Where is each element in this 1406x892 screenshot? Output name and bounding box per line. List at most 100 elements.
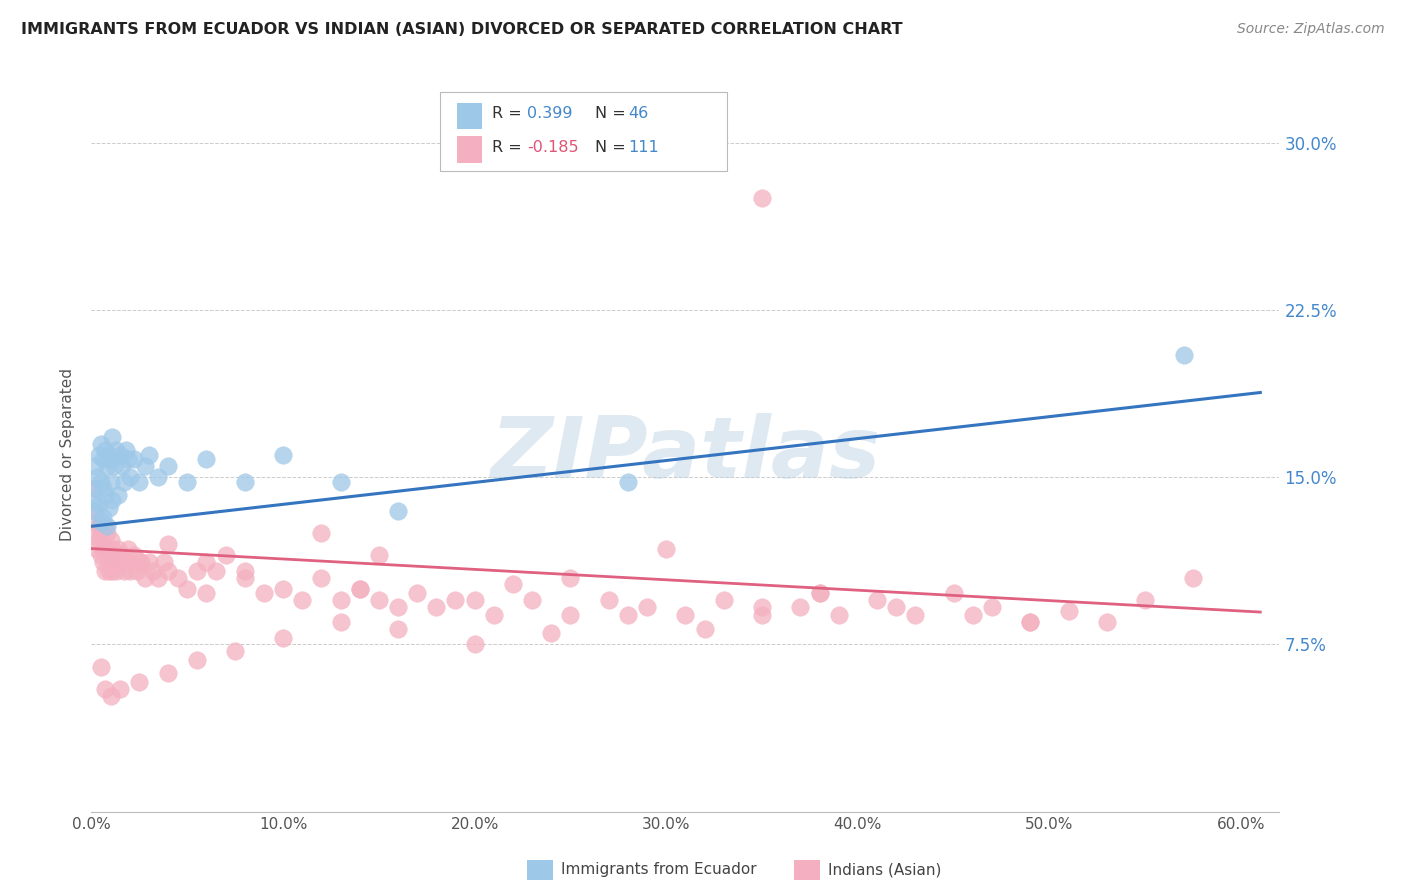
Point: [233, 571, 256, 585]
Point: [675, 608, 697, 623]
Point: [128, 675, 150, 690]
Point: [84, 526, 107, 541]
Point: [1019, 615, 1042, 630]
Point: [103, 459, 125, 474]
Point: [148, 571, 170, 585]
Y-axis label: Divorced or Separated: Divorced or Separated: [60, 368, 76, 541]
Point: [367, 548, 389, 563]
Point: [195, 586, 218, 600]
Point: [100, 475, 122, 489]
Point: [117, 541, 139, 556]
Point: [406, 586, 429, 600]
Point: [153, 555, 176, 569]
Point: [482, 608, 505, 623]
Point: [103, 548, 125, 563]
Point: [128, 475, 150, 489]
Point: [129, 555, 152, 569]
Point: [86, 515, 108, 529]
Point: [291, 592, 314, 607]
Point: [166, 571, 188, 585]
Point: [884, 599, 907, 614]
Point: [713, 592, 735, 607]
Point: [617, 608, 640, 623]
Point: [195, 555, 218, 569]
Text: IMMIGRANTS FROM ECUADOR VS INDIAN (ASIAN) DIVORCED OR SEPARATED CORRELATION CHAR: IMMIGRANTS FROM ECUADOR VS INDIAN (ASIAN…: [21, 22, 903, 37]
Point: [502, 577, 524, 591]
Point: [560, 608, 582, 623]
Point: [142, 564, 165, 578]
Point: [90, 548, 112, 563]
Point: [94, 681, 117, 696]
Point: [224, 644, 246, 658]
Point: [464, 592, 486, 607]
Point: [636, 599, 658, 614]
Point: [1095, 615, 1118, 630]
Text: Immigrants from Ecuador: Immigrants from Ecuador: [561, 863, 756, 877]
Point: [105, 443, 128, 458]
Point: [271, 582, 294, 596]
Point: [186, 653, 208, 667]
Point: [108, 681, 131, 696]
Point: [112, 475, 135, 489]
Point: [82, 492, 104, 507]
Point: [91, 555, 114, 569]
Text: ZIPatlas: ZIPatlas: [491, 413, 880, 497]
Point: [981, 599, 1004, 614]
Point: [134, 571, 156, 585]
Point: [233, 564, 256, 578]
Point: [91, 541, 114, 556]
Point: [87, 448, 110, 462]
Point: [101, 430, 124, 444]
Point: [87, 519, 110, 533]
Point: [128, 555, 150, 569]
Point: [425, 599, 447, 614]
Point: [1182, 571, 1205, 585]
Point: [90, 660, 112, 674]
Point: [90, 515, 112, 529]
Point: [148, 470, 170, 484]
Point: [84, 459, 107, 474]
Text: Source: ZipAtlas.com: Source: ZipAtlas.com: [1237, 22, 1385, 37]
Point: [1173, 348, 1195, 362]
Point: [101, 541, 124, 556]
Point: [96, 519, 118, 533]
Point: [560, 571, 582, 585]
Point: [94, 519, 117, 533]
Point: [176, 582, 198, 596]
Point: [100, 548, 122, 563]
Point: [157, 666, 180, 681]
Point: [118, 564, 141, 578]
Point: [942, 586, 965, 600]
Point: [808, 586, 831, 600]
Point: [96, 526, 118, 541]
Point: [122, 548, 145, 563]
Point: [87, 497, 110, 511]
Point: [520, 592, 543, 607]
Point: [311, 526, 333, 541]
Point: [866, 592, 889, 607]
Point: [94, 541, 117, 556]
Point: [86, 541, 108, 556]
Point: [111, 459, 134, 474]
Point: [117, 452, 139, 467]
Point: [108, 448, 131, 462]
Point: [598, 592, 620, 607]
Point: [1019, 615, 1042, 630]
Point: [387, 599, 409, 614]
Point: [82, 482, 104, 496]
Text: R =: R =: [492, 140, 527, 154]
Point: [96, 459, 118, 474]
Point: [107, 541, 129, 556]
Point: [540, 626, 562, 640]
Point: [94, 488, 117, 502]
Point: [789, 599, 811, 614]
Point: [96, 548, 118, 563]
Point: [100, 533, 122, 547]
Point: [367, 592, 389, 607]
Text: 111: 111: [628, 140, 659, 154]
Point: [693, 622, 716, 636]
Point: [157, 459, 180, 474]
Point: [1135, 592, 1157, 607]
Point: [100, 452, 122, 467]
Point: [349, 582, 371, 596]
